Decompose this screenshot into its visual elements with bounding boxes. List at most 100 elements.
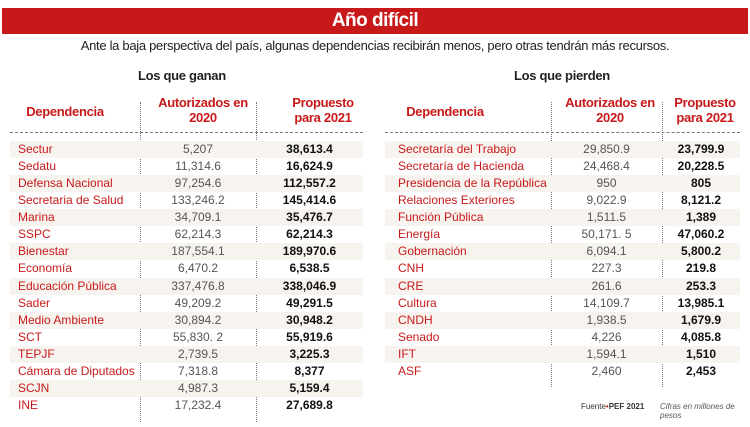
dependencia-cell: INE [18, 397, 39, 412]
subtitle: Ante la baja perspectiva del país, algun… [80, 38, 670, 53]
autorizado-2020-cell: 1,594.1 [586, 346, 627, 361]
source: Fuente•PEF 2021 [581, 402, 645, 411]
table-row: Defensa Nacional 97,254.6 112,557.2 [10, 175, 363, 193]
autorizado-2020-cell: 4,987.3 [177, 380, 219, 395]
dependencia-cell: Marina [18, 210, 55, 225]
source-value: PEF 2021 [608, 402, 645, 411]
table-row: INE 17,232.4 27,689.8 [10, 397, 363, 414]
dependencia-cell: Secretaría del Trabajo [398, 142, 517, 156]
table-pierden: Dependencia Autorizados en 2020 Propuest… [385, 92, 740, 387]
table-row: Marina 34,709.1 35,476.7 [10, 209, 363, 227]
propuesto-2021-cell: 27,689.8 [286, 397, 333, 412]
section-title-ganan: Los que ganan [138, 68, 226, 83]
propuesto-2021-cell: 38,613.4 [286, 142, 333, 156]
dependencia-cell: Relaciones Exteriores [398, 193, 515, 208]
header-dependencia: Dependencia [406, 104, 484, 119]
dependencia-cell: CNH [398, 261, 424, 276]
header-autorizados: Autorizados en 2020 [158, 95, 248, 125]
autorizado-2020-cell: 227.3 [591, 261, 622, 276]
table-row: TEPJF 2,739.5 3,225.3 [10, 345, 363, 363]
autorizado-2020-cell: 24,468.4 [583, 159, 630, 174]
table-row: Secretaría de Hacienda 24,468.4 20,228.5 [385, 158, 740, 175]
propuesto-2021-cell: 805 [690, 176, 712, 191]
propuesto-2021-cell: 49,291.5 [286, 295, 333, 310]
section-title-pierden: Los que pierden [514, 68, 610, 83]
dependencia-cell: Secretaria de Salud [18, 193, 124, 208]
propuesto-2021-cell: 35,476.7 [286, 210, 333, 225]
dependencia-cell: SSPC [18, 227, 51, 242]
propuesto-2021-cell: 30,948.2 [286, 312, 333, 327]
table-row: Gobernación 6,094.1 5,800.2 [385, 243, 740, 261]
propuesto-2021-cell: 1,679.9 [680, 312, 722, 327]
dependencia-cell: Economía [18, 261, 73, 276]
dependencia-cell: ASF [398, 363, 422, 378]
autorizado-2020-cell: 1,938.5 [586, 312, 627, 327]
table-row: Cultura 14,109.7 13,985.1 [385, 295, 740, 312]
table-row: Senado 4,226 4,085.8 [385, 329, 740, 346]
table-row: CRE 261.6 253.3 [385, 277, 740, 295]
dependencia-cell: Sectur [18, 142, 53, 156]
dependencia-cell: Educación Pública [18, 278, 117, 293]
dependencia-cell: Función Pública [398, 210, 484, 225]
propuesto-2021-cell: 5,800.2 [680, 244, 722, 259]
dependencia-cell: SCJN [18, 380, 50, 395]
header-dependencia: Dependencia [26, 104, 104, 119]
propuesto-2021-cell: 1,510 [685, 346, 717, 361]
table-row: SCJN 4,987.3 5,159.4 [10, 379, 363, 397]
autorizado-2020-cell: 30,894.2 [174, 312, 222, 327]
table-row: Presidencia de la República 950 805 [385, 175, 740, 193]
autorizado-2020-cell: 2,739.5 [177, 346, 219, 361]
autorizado-2020-cell: 1,511.5 [586, 210, 627, 225]
autorizado-2020-cell: 49,209.2 [174, 295, 222, 310]
propuesto-2021-cell: 112,557.2 [283, 176, 336, 191]
propuesto-2021-cell: 55,919.6 [286, 329, 333, 344]
dependencia-cell: Energía [398, 227, 441, 242]
table-row: Secretaría del Trabajo 29,850.9 23,799.9 [385, 141, 740, 159]
table-row: Sedatu 11,314.6 16,624.9 [10, 158, 363, 175]
autorizado-2020-cell: 62,214.3 [174, 227, 222, 242]
autorizado-2020-cell: 7,318.8 [177, 363, 219, 378]
dependencia-cell: Cultura [398, 295, 437, 310]
table-ganan: Dependencia Autorizados en 2020 Propuest… [10, 92, 363, 422]
title-banner: Año difícil [2, 8, 748, 34]
dependencia-cell: Gobernación [398, 244, 467, 259]
autorizado-2020-cell: 11,314.6 [175, 159, 221, 174]
propuesto-2021-cell: 253.3 [685, 278, 717, 293]
propuesto-2021-cell: 189,970.6 [282, 244, 337, 259]
autorizado-2020-cell: 29,850.9 [583, 142, 630, 156]
propuesto-2021-cell: 8,121.2 [680, 193, 722, 208]
table-row: Cámara de Diputados 7,318.8 8,377 [10, 363, 363, 380]
dependencia-cell: Secretaría de Hacienda [398, 159, 525, 174]
propuesto-2021-cell: 6,538.5 [289, 261, 330, 276]
dependencia-cell: Sedatu [18, 159, 57, 174]
propuesto-2021-cell: 20,228.5 [677, 159, 725, 174]
autorizado-2020-cell: 337,476.8 [171, 278, 225, 293]
autorizado-2020-cell: 50,171. 5 [581, 227, 632, 242]
table-row: Educación Pública 337,476.8 338,046.9 [10, 277, 363, 295]
dependencia-cell: CNDH [398, 312, 433, 327]
header-autorizados: Autorizados en 2020 [565, 95, 655, 125]
autorizado-2020-cell: 6,094.1 [586, 244, 627, 259]
autorizado-2020-cell: 14,109.7 [583, 295, 630, 310]
table-row: Secretaria de Salud 133,246.2 145,414.6 [10, 192, 363, 209]
propuesto-2021-cell: 4,085.8 [680, 329, 722, 344]
table-row: Medio Ambiente 30,894.2 30,948.2 [10, 311, 363, 329]
autorizado-2020-cell: 133,246.2 [171, 193, 225, 208]
propuesto-2021-cell: 16,624.9 [286, 159, 333, 174]
table-row: Bienestar 187,554.1 189,970.6 [10, 243, 363, 261]
source-label: Fuente [581, 402, 606, 411]
dependencia-cell: Cámara de Diputados [18, 363, 135, 378]
header-propuesto: Propuesto para 2021 [292, 95, 354, 125]
dependencia-cell: Defensa Nacional [18, 176, 113, 191]
table-row: IFT 1,594.1 1,510 [385, 345, 740, 363]
dependencia-cell: SCT [18, 329, 42, 344]
autorizado-2020-cell: 261.6 [591, 278, 622, 293]
propuesto-2021-cell: 145,414.6 [282, 193, 337, 208]
dependencia-cell: IFT [398, 346, 416, 361]
table-row: Economía 6,470.2 6,538.5 [10, 260, 363, 277]
dependencia-cell: Bienestar [18, 244, 69, 259]
autorizado-2020-cell: 2,460 [591, 363, 622, 378]
dependencia-cell: CRE [398, 278, 424, 293]
propuesto-2021-cell: 23,799.9 [677, 142, 725, 156]
propuesto-2021-cell: 3,225.3 [289, 346, 330, 361]
